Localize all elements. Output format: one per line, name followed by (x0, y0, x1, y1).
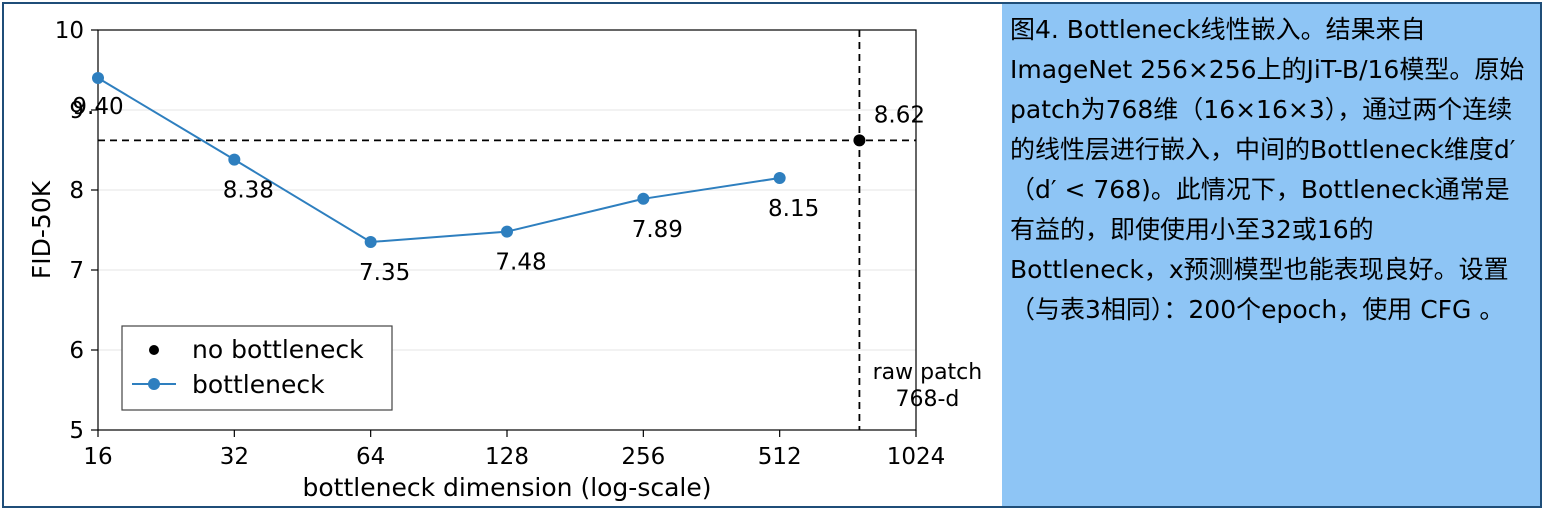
x-tick-label: 512 (758, 444, 802, 470)
legend-box (121, 325, 393, 411)
reference-point (853, 134, 866, 147)
data-point-bottleneck (92, 72, 104, 84)
figure-caption: 图4. Bottleneck线性嵌入。结果来自ImageNet 256×256上… (1002, 4, 1540, 506)
data-point-bottleneck (637, 192, 650, 205)
y-axis-label: FID-50K (27, 180, 56, 279)
reference-annotation-line1: raw patch (873, 360, 983, 385)
data-label-bottleneck: 9.40 (72, 94, 123, 120)
y-tick-label: 9 (69, 98, 84, 124)
legend-label-bottleneck: bottleneck (192, 370, 325, 399)
reference-label: 8.62 (874, 102, 925, 128)
chart-area: 5 6 7 8 9 10 16 32 64 128 256 512 1024 bottleneck dim… (4, 4, 1002, 506)
data-point-bottleneck (228, 153, 241, 166)
legend-marker-no-bottleneck (149, 345, 159, 355)
y-tick-label: 5 (69, 418, 84, 444)
data-point-bottleneck (501, 225, 513, 238)
data-label-bottleneck: 7.35 (359, 260, 410, 286)
chart-svg: 5 6 7 8 9 10 16 32 64 128 256 512 1024 bottleneck dim… (27, 18, 983, 502)
y-tick-label: 6 (69, 338, 84, 364)
x-axis-label: bottleneck dimension (log-scale) (303, 473, 712, 502)
x-tick-label: 16 (83, 444, 112, 470)
data-label-bottleneck: 7.48 (495, 250, 546, 276)
reference-annotation-line2: 768-d (895, 387, 959, 412)
y-tick-label: 8 (69, 178, 84, 204)
data-point-bottleneck (773, 172, 786, 184)
y-tick-label: 10 (55, 18, 84, 44)
data-label-bottleneck: 7.89 (632, 217, 683, 243)
data-label-bottleneck: 8.15 (768, 196, 819, 222)
data-label-bottleneck: 8.38 (223, 178, 274, 204)
data-point-bottleneck (364, 236, 377, 248)
x-tick-label: 256 (621, 444, 665, 470)
x-tick-label: 128 (485, 444, 529, 470)
legend-label-no-bottleneck: no bottleneck (192, 335, 364, 364)
y-tick-label: 7 (69, 258, 84, 284)
series-line-bottleneck (97, 77, 780, 244)
legend-marker-bottleneck (148, 378, 160, 390)
x-tick-label: 32 (220, 444, 249, 470)
x-tick-label: 64 (356, 444, 385, 470)
x-tick-label: 1024 (887, 444, 946, 470)
